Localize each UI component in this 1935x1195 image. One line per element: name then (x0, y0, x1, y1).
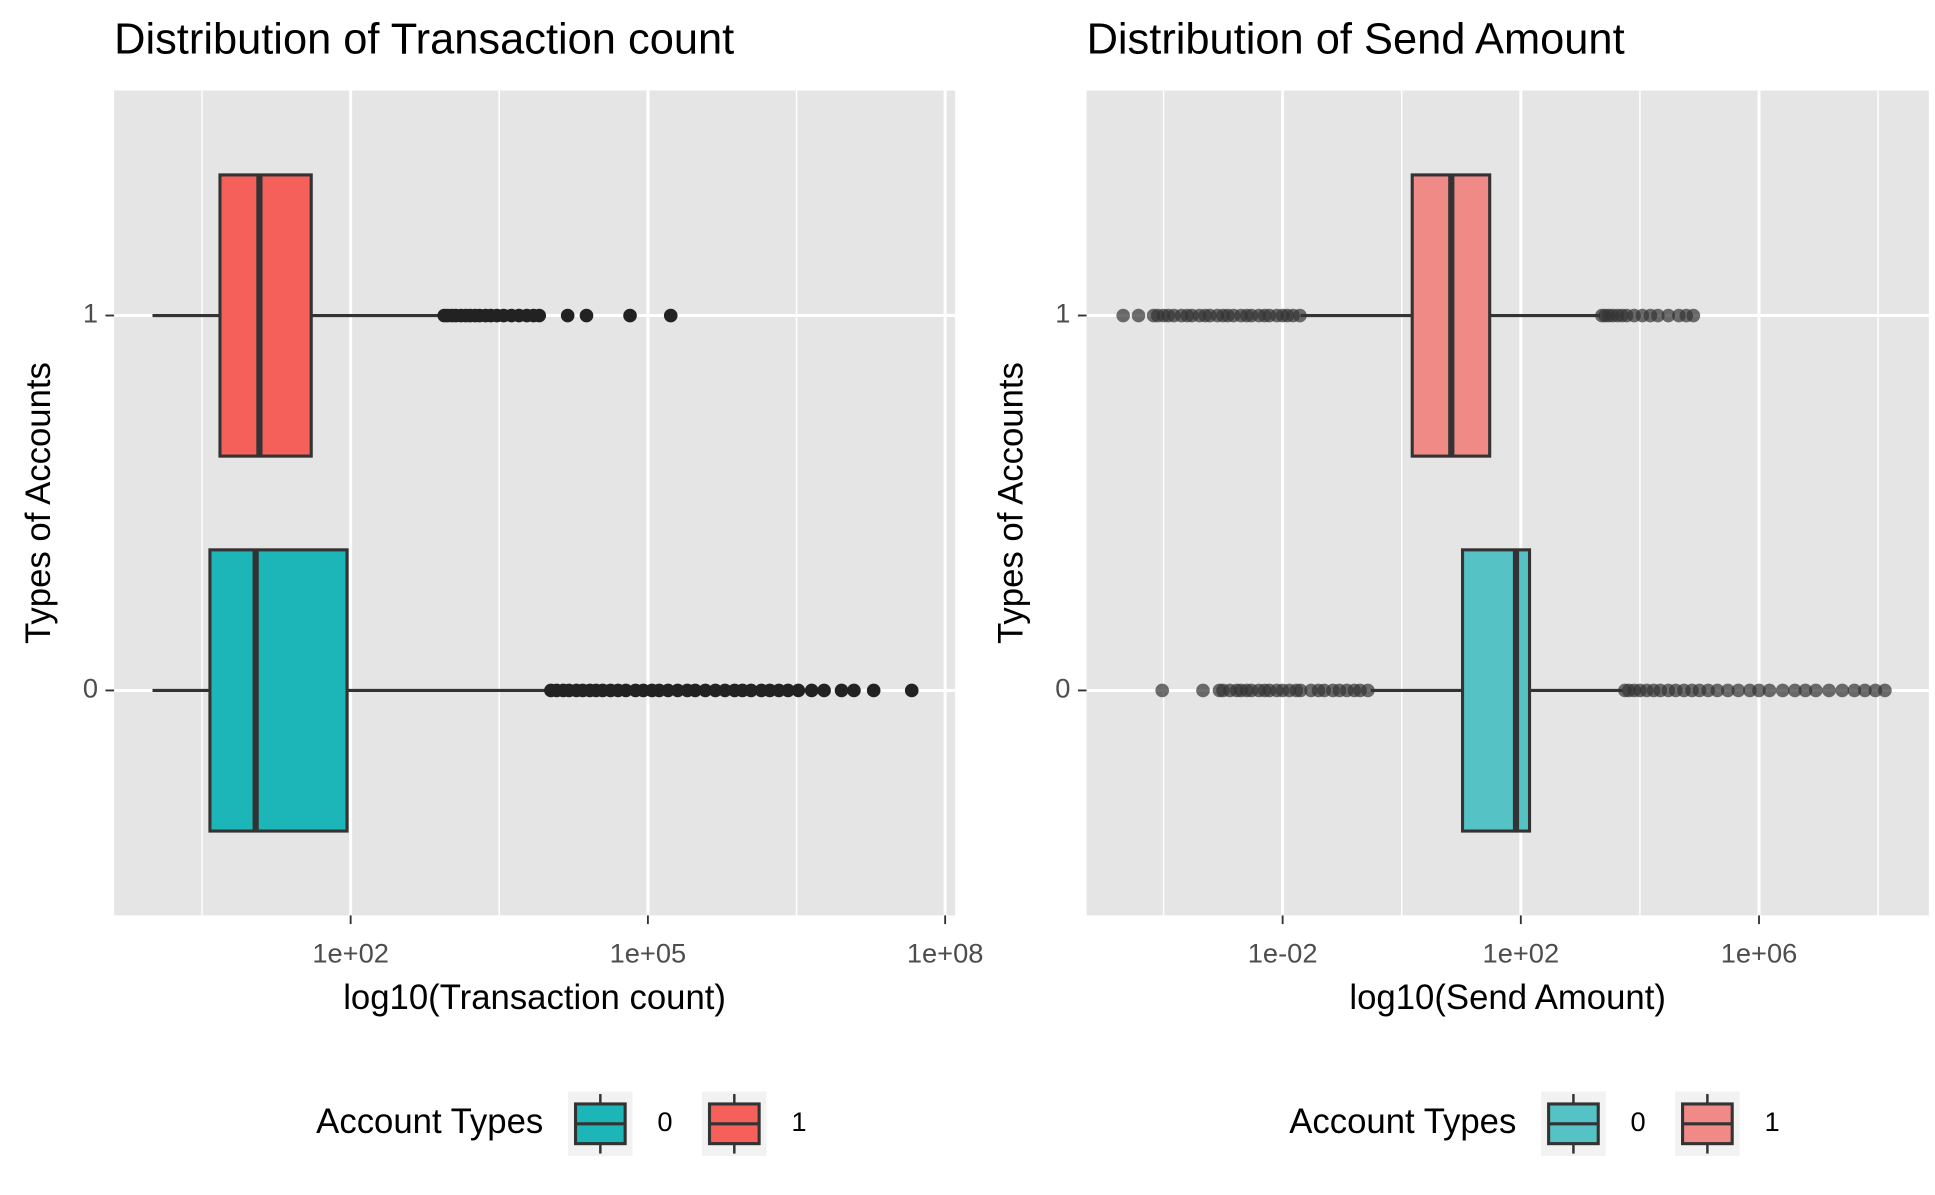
box (218, 173, 313, 458)
chart: 1e+02 1e+05 1e+08 0 1 Distribution of Transac… (20, 16, 984, 1157)
outlier (1775, 683, 1790, 698)
outlier (1847, 683, 1862, 698)
outlier (1661, 308, 1676, 323)
box (208, 548, 349, 833)
box (1460, 548, 1532, 833)
y-tick-label: 1 (1055, 298, 1070, 329)
outlier (804, 683, 819, 698)
chart-title: Distribution of Send Amount (1087, 16, 1625, 64)
legend-label: 1 (791, 1106, 806, 1137)
outlier (847, 683, 861, 698)
outlier (1651, 308, 1665, 323)
outlier (1868, 683, 1883, 698)
y-tick-label: 0 (1055, 673, 1070, 704)
outlier (1822, 683, 1836, 698)
outlier (688, 683, 702, 698)
outlier (744, 683, 758, 698)
outlier (817, 683, 831, 698)
outlier (670, 683, 685, 698)
outlier (791, 683, 806, 698)
outlier (904, 683, 919, 698)
outlier (661, 683, 675, 698)
outlier (1878, 683, 1892, 698)
chart: 1e-02 1e+02 1e+06 0 1 Distribution of Send Am… (993, 16, 1929, 1157)
outlier (1731, 683, 1746, 698)
outlier (698, 683, 713, 698)
legend-label: 0 (1630, 1106, 1645, 1137)
outlier (834, 683, 849, 698)
outlier (1686, 308, 1701, 323)
y-tick-label: 0 (83, 673, 98, 704)
x-tick-label: 1e+02 (1483, 937, 1560, 968)
outlier (1762, 683, 1777, 698)
outlier (532, 308, 547, 323)
outlier (1752, 683, 1766, 698)
x-tick-label: 1e+05 (610, 937, 687, 968)
x-tick-label: 1e-02 (1248, 937, 1318, 968)
legend-label: 1 (1764, 1106, 1779, 1137)
x-axis-title: log10(Transaction count) (343, 979, 726, 1017)
legend-title: Account Types (1289, 1103, 1516, 1141)
outlier (1293, 308, 1307, 323)
outlier (1835, 683, 1850, 698)
y-axis-title: Types of Accounts (993, 362, 1031, 644)
outlier (1116, 308, 1130, 323)
legend-title: Account Types (316, 1103, 543, 1141)
legend-label: 0 (657, 1106, 672, 1137)
chart-title: Distribution of Transaction count (114, 16, 734, 64)
outlier (708, 683, 723, 698)
x-tick-label: 1e+02 (312, 937, 389, 968)
outlier (1155, 683, 1170, 698)
outlier (1361, 683, 1375, 698)
outlier (623, 308, 637, 323)
outlier (663, 308, 678, 323)
outlier (579, 308, 594, 323)
outlier (1721, 683, 1735, 698)
outlier (560, 308, 575, 323)
outlier (1788, 683, 1802, 698)
outlier (1131, 308, 1146, 323)
x-tick-label: 1e+06 (1721, 937, 1798, 968)
outlier (1710, 683, 1725, 698)
outlier (1809, 683, 1823, 698)
outlier (718, 683, 732, 698)
y-tick-label: 1 (83, 298, 98, 329)
outlier (1196, 683, 1210, 698)
y-axis-title: Types of Accounts (20, 362, 58, 644)
x-tick-label: 1e+08 (907, 937, 984, 968)
outlier (1293, 683, 1308, 698)
outlier (1798, 683, 1813, 698)
outlier (1858, 683, 1872, 698)
outlier (619, 683, 633, 698)
x-axis-title: log10(Send Amount) (1349, 979, 1666, 1017)
outlier (781, 683, 795, 698)
outlier (866, 683, 881, 698)
